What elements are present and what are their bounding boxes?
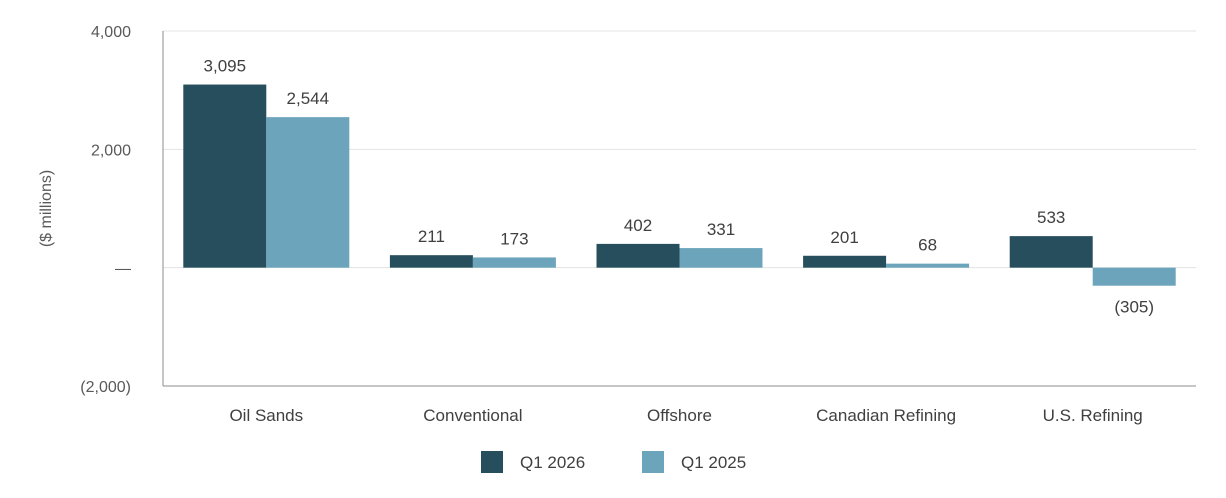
legend-swatch bbox=[642, 451, 664, 473]
data-label: 2,544 bbox=[287, 89, 330, 108]
category-label: U.S. Refining bbox=[1043, 406, 1143, 425]
category-label: Conventional bbox=[423, 406, 522, 425]
y-tick-label: 4,000 bbox=[91, 24, 131, 41]
bar bbox=[596, 243, 680, 268]
bar bbox=[679, 248, 763, 268]
bar bbox=[886, 263, 970, 268]
bar bbox=[266, 117, 350, 268]
data-label: (305) bbox=[1114, 298, 1154, 317]
data-label: 173 bbox=[500, 229, 528, 248]
bar bbox=[389, 255, 473, 268]
category-label: Offshore bbox=[647, 406, 712, 425]
legend: Q1 2026 Q1 2025 bbox=[481, 451, 746, 473]
data-label: 533 bbox=[1037, 208, 1065, 227]
data-labels: 3,095 2,544 211 173 402 331 201 68 533 (305) bbox=[204, 57, 1155, 317]
bar bbox=[472, 257, 556, 268]
data-label: 331 bbox=[707, 220, 735, 239]
bar bbox=[803, 255, 887, 268]
legend-label: Q1 2026 bbox=[520, 453, 585, 472]
bar bbox=[183, 84, 267, 268]
data-label: 201 bbox=[830, 228, 858, 247]
data-label: 3,095 bbox=[204, 57, 247, 76]
y-tick-label: 2,000 bbox=[91, 142, 131, 159]
data-label: 211 bbox=[418, 227, 445, 246]
data-label: 402 bbox=[624, 216, 652, 235]
bar bbox=[1009, 236, 1093, 268]
y-tick-label: (2,000) bbox=[80, 379, 131, 396]
category-label: Oil Sands bbox=[229, 406, 303, 425]
y-axis-ticks: 4,000 2,000 — (2,000) bbox=[80, 24, 131, 396]
bars bbox=[183, 84, 1176, 286]
legend-label: Q1 2025 bbox=[681, 453, 746, 472]
bar bbox=[1092, 267, 1176, 286]
data-label: 68 bbox=[918, 236, 937, 255]
category-labels: Oil Sands Conventional Offshore Canadian Re… bbox=[229, 406, 1142, 425]
y-axis-label: ($ millions) bbox=[38, 170, 55, 247]
axes bbox=[162, 31, 1196, 387]
category-label: Canadian Refining bbox=[816, 406, 956, 425]
legend-swatch bbox=[481, 451, 503, 473]
y-tick-label: — bbox=[115, 261, 131, 278]
